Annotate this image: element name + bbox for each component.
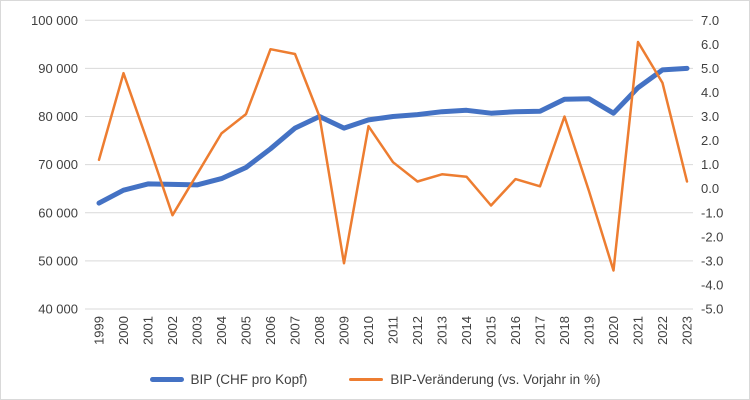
x-axis-year-label: 2021 [631,316,646,345]
y-axis-right-tick-label: 5.0 [701,61,719,76]
x-axis-year-label: 2018 [557,316,572,345]
y-axis-right-tick-label: -5.0 [701,302,723,317]
y-axis-right-tick-label: -4.0 [701,277,723,292]
x-axis-year-label: 2006 [263,316,278,345]
x-axis-year-label: 2016 [508,316,523,345]
y-axis-right-tick-label: 2.0 [701,133,719,148]
x-axis-year-label: 2007 [288,316,303,345]
x-axis-year-label: 2000 [116,316,131,345]
bip-line-marker [149,376,184,382]
x-axis-year-label: 2003 [190,316,205,345]
y-axis-right-tick-label: -2.0 [701,229,723,244]
y-axis-left-tick-label: 80 000 [38,109,78,124]
x-axis-year-label: 2015 [484,316,499,345]
bip-veraenderung-line-marker [349,377,384,381]
legend-label-bip-veraenderung: BIP-Veränderung (vs. Vorjahr in %) [390,371,601,387]
bip-veraenderung-line [97,40,689,272]
x-axis-year-label: 1999 [92,316,107,345]
x-axis-year-label: 2008 [312,316,327,345]
x-axis-year-label: 2001 [141,316,156,345]
y-axis-left-tick-label: 40 000 [38,302,78,317]
x-axis-year-label: 2011 [386,316,401,344]
x-axis-year-label: 2009 [337,316,352,345]
x-axis-year-label: 2017 [533,316,548,345]
legend-label-bip: BIP (CHF pro Kopf) [190,371,308,387]
x-axis-year-label: 2014 [459,316,474,345]
legend: BIP (CHF pro Kopf) BIP-Veränderung (vs. … [1,366,749,392]
y-axis-right-tick-label: 6.0 [701,37,719,52]
x-axis-year-label: 2004 [214,316,229,345]
y-axis-right-tick-label: 0.0 [701,181,719,196]
x-axis-year-label: 2005 [239,316,254,345]
y-axis-left-tick-label: 70 000 [38,157,78,172]
legend-item-bip-veraenderung: BIP-Veränderung (vs. Vorjahr in %) [349,372,600,387]
y-axis-right-tick-label: 1.0 [701,157,719,172]
y-axis-left-tick-label: 90 000 [38,61,78,76]
y-axis-right-tick-label: 3.0 [701,109,719,124]
y-axis-right-tick-label: 4.0 [701,85,719,100]
x-axis-year-label: 2010 [361,316,376,345]
x-axis-year-label: 2012 [410,316,425,345]
x-axis-year-label: 2023 [680,316,695,345]
y-axis-right-tick-label: -1.0 [701,205,723,220]
bip-line [96,65,690,206]
x-axis-year-label: 2019 [582,316,597,345]
legend-item-bip: BIP (CHF pro Kopf) [149,371,308,387]
x-axis-year-label: 2002 [165,316,180,345]
y-axis-right-tick-label: -3.0 [701,253,723,268]
x-axis-year-label: 2020 [606,316,621,345]
x-axis-year-label: 2013 [435,316,450,345]
x-axis-year-label: 2022 [655,316,670,345]
y-axis-left-tick-label: 60 000 [38,205,78,220]
y-axis-left-tick-label: 100 000 [31,13,78,28]
y-axis-left-tick-label: 50 000 [38,253,78,268]
y-axis-right-tick-label: 7.0 [701,13,719,28]
